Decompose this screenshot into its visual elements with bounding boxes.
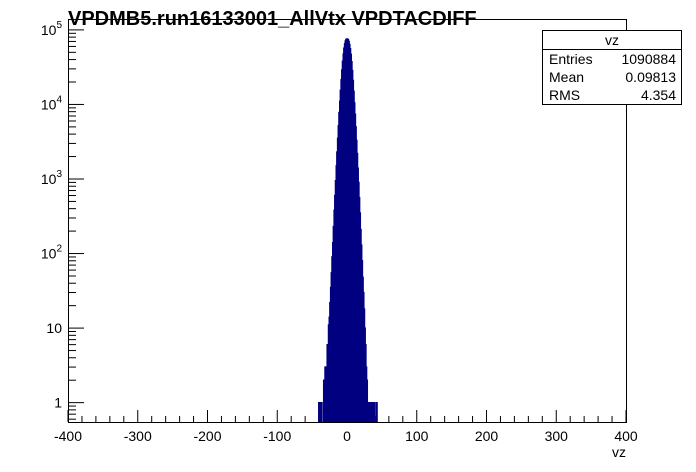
y-tick-label: 103 bbox=[41, 169, 63, 187]
y-tick-label: 104 bbox=[41, 94, 63, 112]
plot-frame bbox=[68, 19, 627, 423]
y-tick-label: 105 bbox=[41, 20, 63, 38]
stats-row-entries: Entries 1090884 bbox=[543, 50, 681, 68]
x-tick-label: 300 bbox=[545, 428, 569, 444]
x-tick-label: -200 bbox=[193, 428, 221, 444]
x-tick-label: -400 bbox=[54, 428, 82, 444]
x-tick-label: -100 bbox=[263, 428, 291, 444]
x-tick-label: -300 bbox=[124, 428, 152, 444]
stats-row-rms: RMS 4.354 bbox=[543, 86, 681, 104]
histogram-line bbox=[318, 38, 378, 422]
x-tick-label: 0 bbox=[343, 428, 351, 444]
stats-label: RMS bbox=[549, 87, 581, 103]
y-tick-label: 102 bbox=[41, 244, 63, 262]
x-tick-label: 400 bbox=[614, 428, 638, 444]
stats-row-mean: Mean 0.09813 bbox=[543, 68, 681, 86]
stats-value: 4.354 bbox=[640, 87, 676, 103]
stats-label: Entries bbox=[549, 51, 593, 67]
histogram-title: VPDMB5.run16133001_AllVtx VPDTACDIFF bbox=[68, 8, 477, 30]
stats-value: 1090884 bbox=[621, 51, 676, 67]
stats-box: vz Entries 1090884 Mean 0.09813 RMS 4.35… bbox=[542, 30, 682, 105]
histogram-outline bbox=[318, 38, 378, 422]
x-tick-label: 200 bbox=[475, 428, 499, 444]
x-axis-label: vz bbox=[612, 444, 626, 460]
stats-label: Mean bbox=[549, 69, 585, 85]
stats-value: 0.09813 bbox=[625, 69, 676, 85]
x-tick-label: 100 bbox=[405, 428, 429, 444]
y-tick-label: 1 bbox=[54, 395, 62, 411]
y-tick-label: 10 bbox=[46, 320, 62, 336]
stats-name: vz bbox=[543, 31, 681, 50]
